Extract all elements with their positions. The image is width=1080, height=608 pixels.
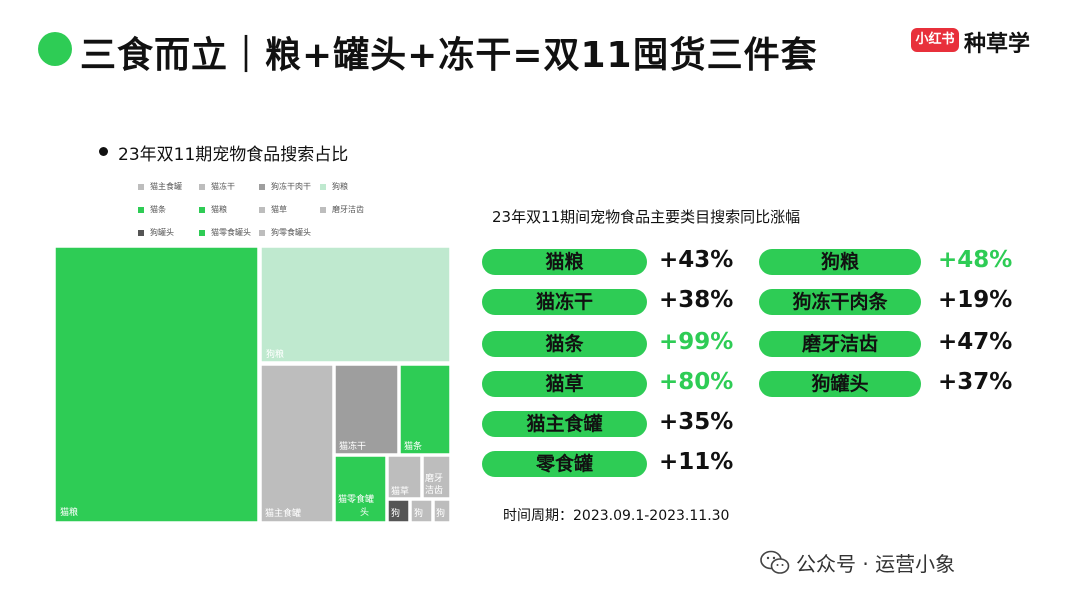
legend-item: 猫零食罐头	[199, 227, 251, 238]
treemap-cell	[334, 364, 399, 455]
treemap-label: 猫冻干	[339, 440, 366, 452]
category-pill: 零食罐	[482, 451, 647, 477]
legend-item: 猫冻干	[199, 181, 235, 192]
treemap-label: 狗	[414, 507, 423, 519]
growth-value: +48%	[938, 247, 1013, 273]
treemap-label: 磨牙	[425, 473, 443, 484]
legend-swatch	[199, 206, 205, 213]
legend-label: 狗冻干肉干	[271, 182, 311, 191]
legend-swatch	[199, 229, 205, 236]
treemap-label: 头	[360, 507, 369, 518]
category-pill: 狗罐头	[759, 371, 921, 397]
growth-value: +38%	[659, 287, 734, 313]
category-pill: 狗冻干肉条	[759, 289, 921, 315]
category-pill: 猫草	[482, 371, 647, 397]
legend-swatch	[138, 229, 144, 236]
legend-swatch	[259, 183, 265, 190]
growth-value: +80%	[659, 369, 734, 395]
treemap-label: 狗	[391, 507, 400, 519]
category-pill: 磨牙洁齿	[759, 331, 921, 357]
category-pill: 猫粮	[482, 249, 647, 275]
legend-label: 狗粮	[332, 182, 348, 191]
treemap-cell	[399, 364, 451, 455]
legend-label: 猫草	[271, 205, 287, 214]
category-pill: 猫条	[482, 331, 647, 357]
category-pill: 猫冻干	[482, 289, 647, 315]
treemap-cell	[387, 499, 410, 523]
treemap-cell	[54, 246, 259, 523]
legend-item: 猫草	[259, 204, 287, 215]
legend-swatch	[259, 229, 265, 236]
legend-label: 猫条	[150, 205, 166, 214]
legend-item: 磨牙洁齿	[320, 204, 364, 215]
treemap-cell	[260, 246, 451, 363]
bullet-icon	[99, 147, 108, 156]
growth-value: +11%	[659, 449, 734, 475]
treemap-label: 狗粮	[266, 348, 284, 360]
legend-swatch	[320, 206, 326, 213]
left-chart-title: 23年双11期宠物食品搜索占比	[118, 145, 349, 165]
treemap-label: 狗	[436, 507, 445, 519]
wechat-icon	[760, 550, 790, 574]
brand-logo-badge: 小红书	[911, 28, 959, 52]
brand-text: 种草学	[964, 32, 1031, 57]
growth-value: +99%	[659, 329, 734, 355]
growth-value: +19%	[938, 287, 1013, 313]
legend-item: 猫主食罐	[138, 181, 182, 192]
treemap-label: 洁齿	[425, 484, 443, 496]
growth-value: +43%	[659, 247, 734, 273]
legend-label: 磨牙洁齿	[332, 205, 364, 214]
legend-item: 狗零食罐头	[259, 227, 311, 238]
title-dot-icon	[38, 32, 72, 66]
growth-value: +37%	[938, 369, 1013, 395]
legend-item: 狗罐头	[138, 227, 174, 238]
category-pill: 猫主食罐	[482, 411, 647, 437]
legend-label: 猫冻干	[211, 182, 235, 191]
legend-label: 猫粮	[211, 205, 227, 214]
treemap-cell	[410, 499, 433, 523]
legend-item: 猫粮	[199, 204, 227, 215]
treemap-cell	[422, 455, 451, 499]
treemap-cell	[433, 499, 451, 523]
category-pill: 狗粮	[759, 249, 921, 275]
right-chart-title: 23年双11期间宠物食品主要类目搜索同比涨幅	[492, 208, 801, 226]
treemap-cell	[387, 455, 422, 499]
legend-swatch	[259, 206, 265, 213]
growth-value: +35%	[659, 409, 734, 435]
legend-label: 猫主食罐	[150, 182, 182, 191]
legend-swatch	[138, 183, 144, 190]
treemap-label: 猫零食罐	[338, 493, 374, 505]
treemap-cell	[260, 364, 334, 523]
time-period: 时间周期：2023.09.1-2023.11.30	[503, 508, 730, 524]
legend-item: 狗粮	[320, 181, 348, 192]
page-title: 三食而立｜粮+罐头+冻干=双11囤货三件套	[80, 35, 818, 76]
treemap-cell	[334, 455, 387, 523]
growth-value: +47%	[938, 329, 1013, 355]
legend-swatch	[138, 206, 144, 213]
legend-swatch	[320, 183, 326, 190]
legend-label: 狗罐头	[150, 228, 174, 237]
legend-swatch	[199, 183, 205, 190]
legend-label: 猫零食罐头	[211, 228, 251, 237]
legend-label: 狗零食罐头	[271, 228, 311, 237]
treemap-label: 猫草	[391, 485, 409, 497]
legend-item: 狗冻干肉干	[259, 181, 311, 192]
treemap-label: 猫主食罐	[265, 507, 301, 519]
treemap-label: 猫粮	[60, 506, 78, 518]
legend-item: 猫条	[138, 204, 166, 215]
watermark-text: 公众号 · 运营小象	[796, 552, 956, 576]
treemap-label: 猫条	[404, 440, 422, 452]
